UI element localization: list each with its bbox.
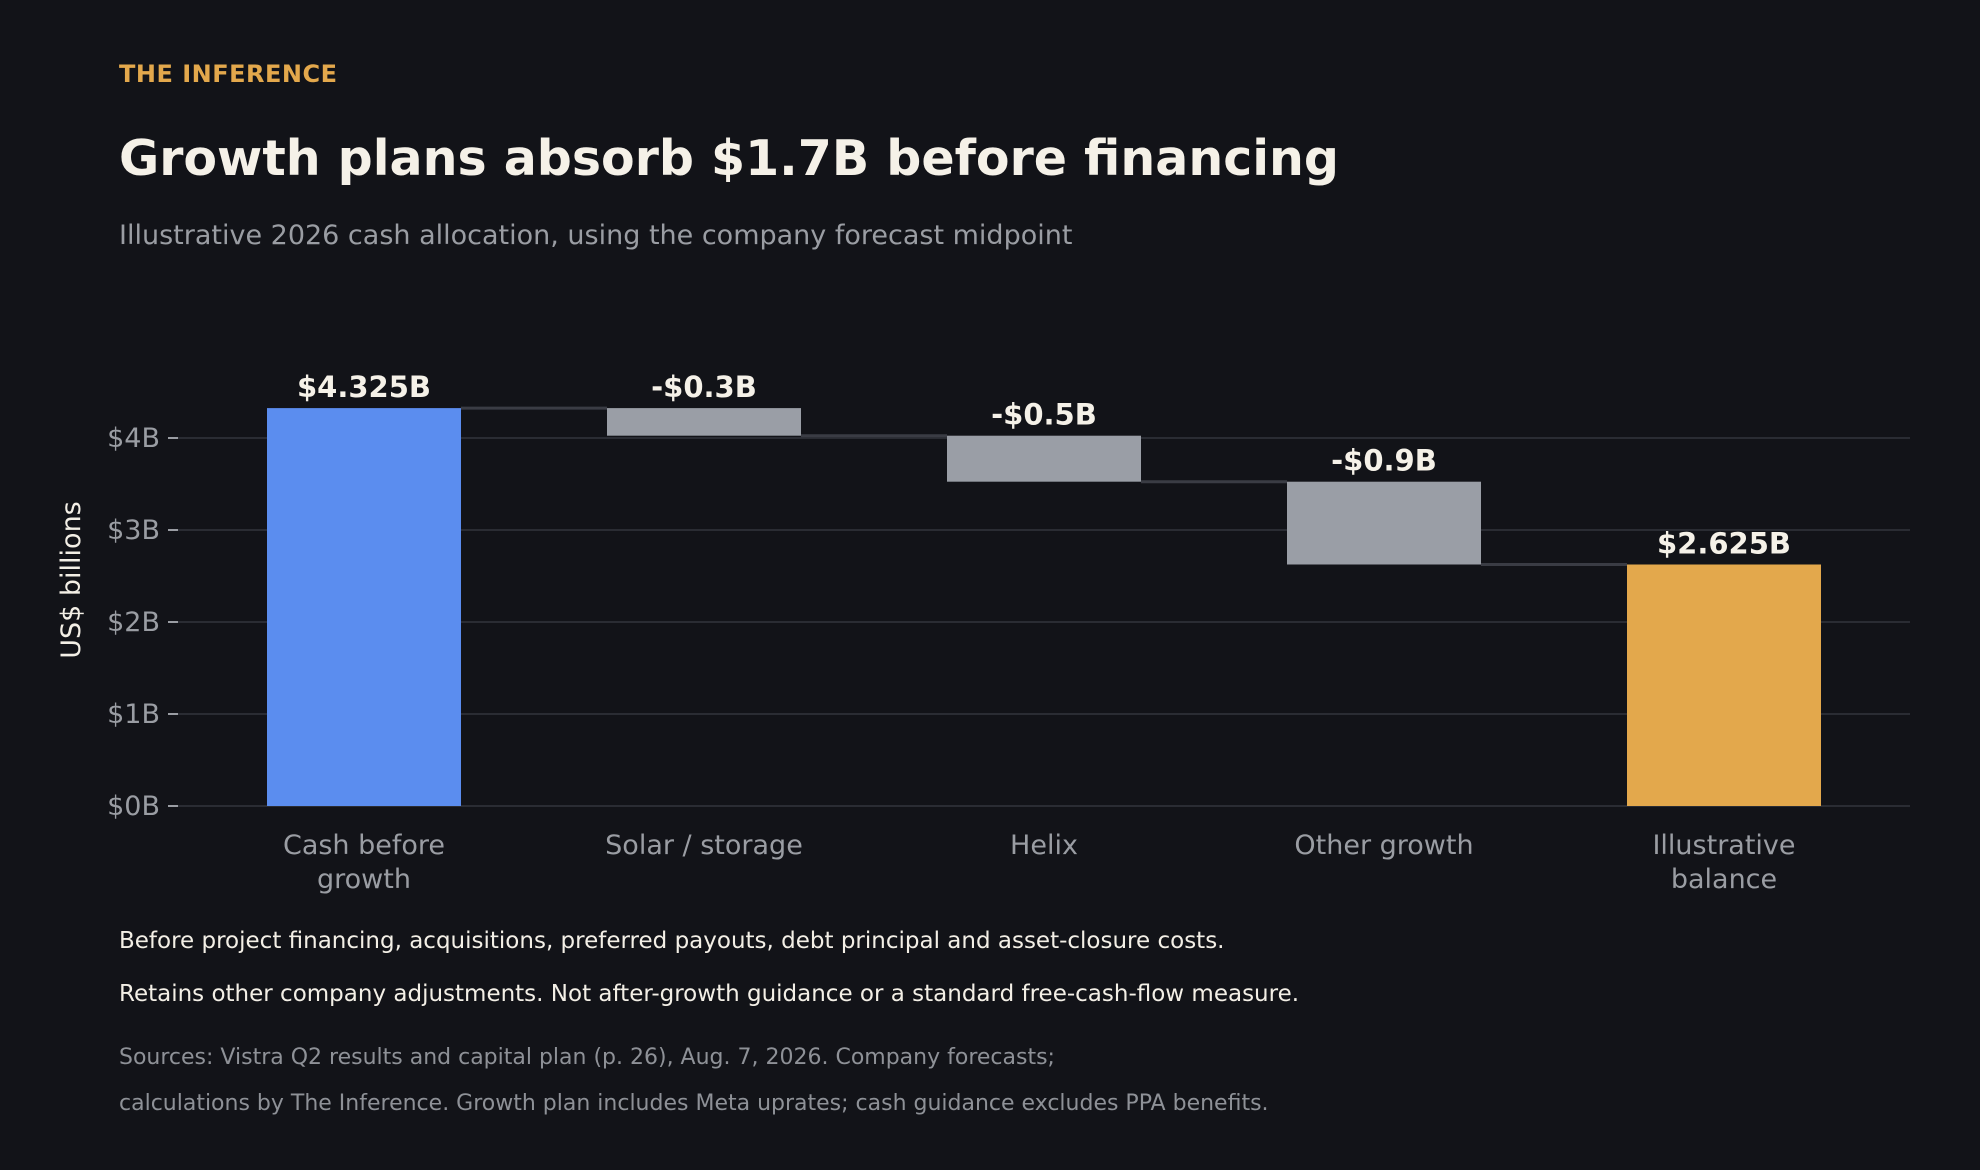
x-category-label-line: Helix (1010, 830, 1078, 861)
data-label: -$0.3B (651, 370, 757, 404)
y-tick-label: $3B (107, 515, 160, 546)
y-tick-label: $1B (107, 699, 160, 730)
x-category-label-line: Solar / storage (605, 830, 803, 861)
y-axis-label: US$ billions (56, 501, 87, 659)
chart-title: Growth plans absorb $1.7B before financi… (119, 130, 1339, 187)
waterfall-bar (1287, 481, 1481, 565)
y-tick-label: $0B (107, 791, 160, 822)
x-category-label: Other growth (1294, 830, 1473, 861)
footnote-1: Before project financing, acquisitions, … (119, 928, 1225, 954)
data-label: -$0.9B (1331, 444, 1437, 478)
x-category-label: Cash before growth (283, 830, 445, 895)
x-category-label-line: growth (317, 864, 411, 895)
y-tick-label: $4B (107, 423, 160, 454)
y-tick-label: $2B (107, 607, 160, 638)
waterfall-bar (947, 435, 1141, 482)
x-category-label-line: Other growth (1294, 830, 1473, 861)
footnote-2: Retains other company adjustments. Not a… (119, 981, 1300, 1007)
waterfall-bar (1627, 564, 1821, 806)
waterfall-bar (607, 408, 801, 436)
waterfall-bar (267, 408, 461, 806)
chart-subtitle: Illustrative 2026 cash allocation, using… (119, 220, 1073, 251)
data-label: $4.325B (297, 370, 431, 404)
source-line-2: calculations by The Inference. Growth pl… (119, 1091, 1269, 1116)
x-category-label-line: balance (1671, 864, 1777, 895)
x-category-label-line: Cash before (283, 830, 445, 861)
x-category-label-line: Illustrative (1652, 830, 1795, 861)
data-label: -$0.5B (991, 398, 1097, 432)
x-category-label: Solar / storage (605, 830, 803, 861)
kicker: THE INFERENCE (119, 60, 338, 88)
x-category-label: Helix (1010, 830, 1078, 861)
x-category-label: Illustrative balance (1652, 830, 1795, 895)
source-line-1: Sources: Vistra Q2 results and capital p… (119, 1045, 1055, 1070)
data-label: $2.625B (1657, 527, 1791, 561)
